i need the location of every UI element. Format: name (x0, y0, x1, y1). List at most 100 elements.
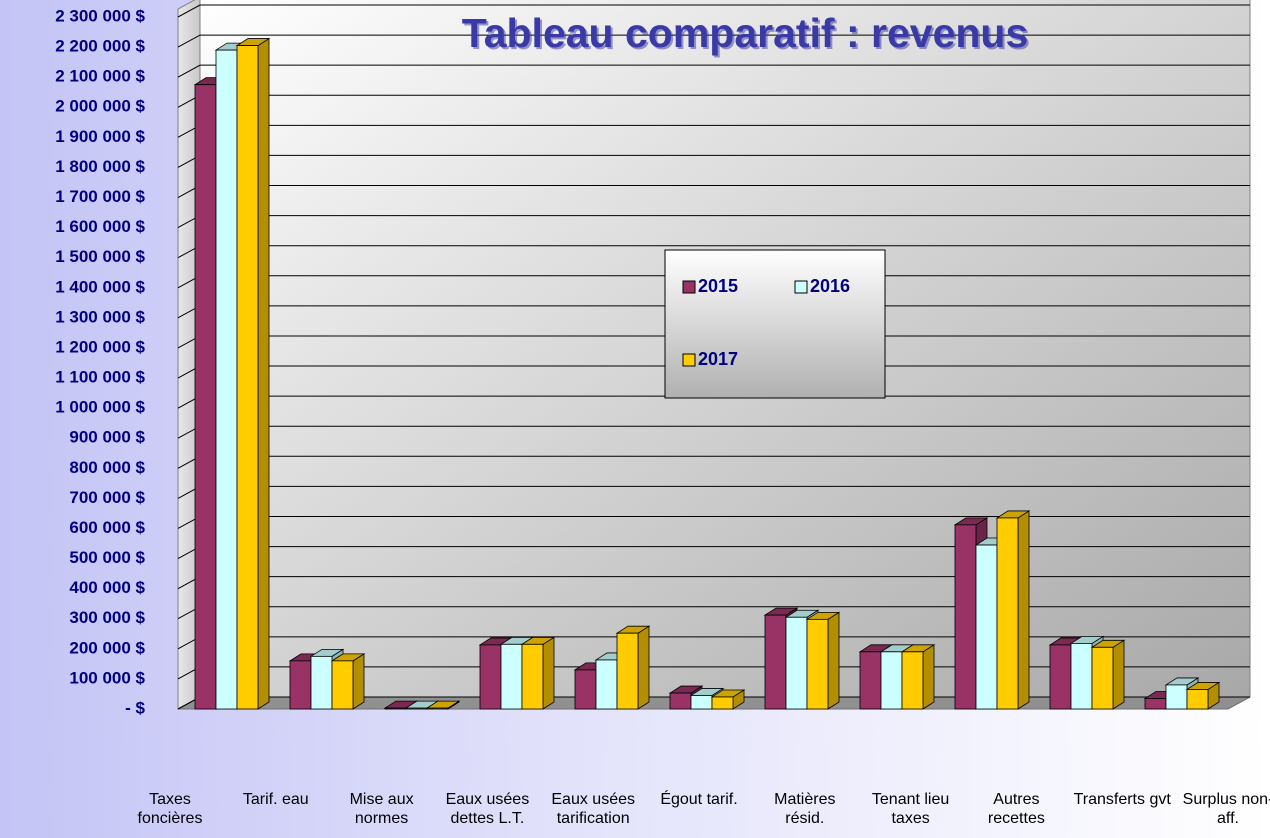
legend-label: 2017 (698, 349, 738, 369)
y-tick-label: 1 000 000 $ (55, 398, 145, 417)
y-tick-label: 700 000 $ (69, 488, 145, 507)
bar (710, 689, 746, 710)
bar-front (880, 651, 903, 710)
bar-side (637, 625, 650, 710)
bar-front (194, 84, 217, 710)
bar-front (1049, 644, 1072, 710)
bar-front (690, 695, 713, 710)
bar (805, 611, 841, 710)
y-tick-label: 1 300 000 $ (55, 307, 145, 326)
legend: 2015 2016 2017 (664, 249, 886, 399)
chart-title: Tableau comparatif : revenus (462, 10, 1029, 56)
bar-front (954, 524, 977, 710)
legend-box (664, 249, 886, 399)
bar-front (595, 659, 618, 710)
bar-side (922, 644, 935, 710)
x-tick-label: Surplus non-aff. (1182, 791, 1270, 827)
bar-side (257, 37, 270, 710)
bar-front (236, 45, 259, 710)
y-tick-label: 200 000 $ (69, 638, 145, 657)
legend-swatch (682, 353, 696, 367)
legend-label: 2016 (810, 276, 850, 296)
bar (330, 653, 366, 710)
bar-front (215, 49, 238, 710)
bar-front (616, 632, 639, 710)
x-tick-label: Tenant lieu taxes (871, 791, 950, 827)
bar (1090, 639, 1126, 710)
bar-front (574, 669, 597, 710)
bar (995, 510, 1031, 710)
bar-front (711, 696, 734, 710)
y-tick-label: 900 000 $ (69, 428, 145, 447)
legend-label: 2015 (698, 276, 738, 296)
x-tick-label: Mise aux normes (349, 791, 414, 827)
y-tick-label: 1 900 000 $ (55, 127, 145, 146)
bar-front (669, 692, 692, 710)
bar-front (859, 651, 882, 710)
title-shadow: Tableau comparatif : revenus (464, 12, 1031, 58)
x-tick-label: Matières résid. (774, 791, 836, 827)
bar (615, 625, 651, 710)
y-tick-label: 1 600 000 $ (55, 217, 145, 236)
bar-front (1186, 689, 1209, 710)
bar-front (426, 707, 449, 710)
bar-front (901, 651, 924, 710)
grid-line (177, 64, 1250, 78)
x-tick-label: Taxes foncières (137, 791, 203, 827)
legend-swatch (682, 280, 696, 294)
bar (900, 644, 936, 710)
y-tick-label: 1 700 000 $ (55, 187, 145, 206)
y-tick-label: 1 400 000 $ (55, 277, 145, 296)
bar (520, 636, 556, 710)
y-tick-label: 2 000 000 $ (55, 97, 145, 116)
bar-side (542, 636, 555, 710)
y-tick-label: 300 000 $ (69, 608, 145, 627)
bar-front (521, 643, 544, 710)
bar (235, 37, 271, 710)
bar-front (1144, 698, 1167, 710)
y-tick-label: 2 100 000 $ (55, 67, 145, 86)
bar-front (310, 655, 333, 710)
bar (1185, 681, 1221, 710)
grid-line (177, 34, 1250, 48)
bar-front (479, 644, 502, 710)
bar-front (1165, 684, 1188, 710)
bar-front (764, 614, 787, 710)
bar-front (289, 660, 312, 710)
bar-front (405, 707, 428, 710)
x-tick-label: Transferts gvt (1073, 791, 1171, 808)
y-tick-label: 2 200 000 $ (55, 37, 145, 56)
y-tick-label: 800 000 $ (69, 458, 145, 477)
bar-front (331, 660, 354, 710)
y-tick-label: 600 000 $ (69, 518, 145, 537)
y-tick-label: 1 200 000 $ (55, 337, 145, 356)
y-tick-label: 2 300 000 $ (55, 6, 145, 25)
bars (193, 37, 1221, 710)
y-tick-label: 1 500 000 $ (55, 247, 145, 266)
bar-front (975, 544, 998, 710)
grid-line (177, 4, 1250, 18)
y-tick-label: 400 000 $ (69, 578, 145, 597)
bar-side (352, 653, 365, 710)
y-tick-label: - $ (125, 698, 145, 717)
y-tick-label: 100 000 $ (69, 668, 145, 687)
y-tick-label: 1 100 000 $ (55, 368, 145, 387)
y-tick-label: 500 000 $ (69, 548, 145, 567)
bar-front (996, 517, 1019, 710)
x-tick-label: Autres recettes (987, 791, 1045, 827)
x-tick-label: Égout tarif. (660, 791, 738, 808)
bar-front (1091, 646, 1114, 710)
bar-front (500, 643, 523, 710)
bar-side (1112, 639, 1125, 710)
x-tick-label: Eaux usées tarification (551, 791, 635, 827)
bar (425, 700, 461, 710)
bar-front (384, 707, 407, 710)
y-tick-label: 1 800 000 $ (55, 157, 145, 176)
bar-front (785, 616, 808, 710)
bar-front (806, 618, 829, 710)
bar-side (827, 611, 840, 710)
bar-front (1070, 643, 1093, 710)
x-tick-label: Eaux usées dettes L.T. (445, 791, 530, 827)
